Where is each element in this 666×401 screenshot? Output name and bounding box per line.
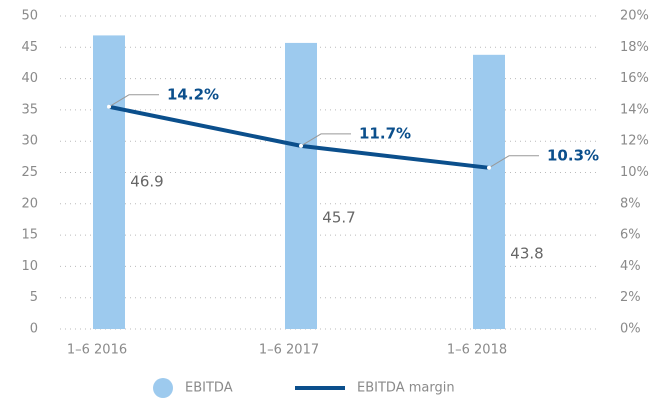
bar-value-label: 46.9 <box>130 173 163 191</box>
bar <box>285 42 317 329</box>
x-tick-label: 1–6 2016 <box>67 343 127 358</box>
y-tick-label: 50 <box>21 9 38 24</box>
bar-value-label: 43.8 <box>510 244 543 262</box>
y-tick-label: 35 <box>21 102 38 117</box>
line-point <box>299 143 303 148</box>
y-tick-label: 45 <box>21 40 38 55</box>
bar-value-label: 45.7 <box>322 208 355 226</box>
y-tick-label: 0 <box>30 322 38 337</box>
y2-tick-label: 2% <box>620 290 641 305</box>
callout-line <box>300 133 351 147</box>
y-tick-label: 40 <box>21 71 38 86</box>
legend-swatch <box>153 378 173 398</box>
callout-line <box>108 94 159 108</box>
y2-tick-label: 10% <box>620 165 649 180</box>
x-tick-label: 1–6 2018 <box>447 343 507 358</box>
line-point <box>487 165 491 170</box>
y-tick-label: 20 <box>21 196 38 211</box>
y2-tick-label: 6% <box>620 228 641 243</box>
y2-tick-label: 4% <box>620 259 641 274</box>
y-tick-label: 30 <box>21 134 38 149</box>
line-value-label: 14.2% <box>167 85 219 103</box>
line-value-label: 10.3% <box>547 146 599 164</box>
bar <box>473 54 505 329</box>
x-tick-label: 1–6 2017 <box>259 343 319 358</box>
y2-tick-label: 0% <box>620 322 641 337</box>
line-point <box>107 104 111 109</box>
y2-tick-label: 18% <box>620 40 649 55</box>
y2-tick-label: 8% <box>620 196 641 211</box>
y2-tick-label: 20% <box>620 9 649 24</box>
legend-label: EBITDA <box>185 381 233 396</box>
y2-tick-label: 14% <box>620 102 649 117</box>
y-tick-label: 5 <box>30 290 38 305</box>
y-tick-label: 25 <box>21 165 38 180</box>
bar <box>93 35 125 329</box>
y-tick-label: 10 <box>21 259 38 274</box>
y-tick-label: 15 <box>21 228 38 243</box>
y2-tick-label: 12% <box>620 134 649 149</box>
legend-label: EBITDA margin <box>357 381 455 396</box>
line-value-label: 11.7% <box>359 124 411 142</box>
callout-line <box>488 155 539 169</box>
y2-tick-label: 16% <box>620 71 649 86</box>
